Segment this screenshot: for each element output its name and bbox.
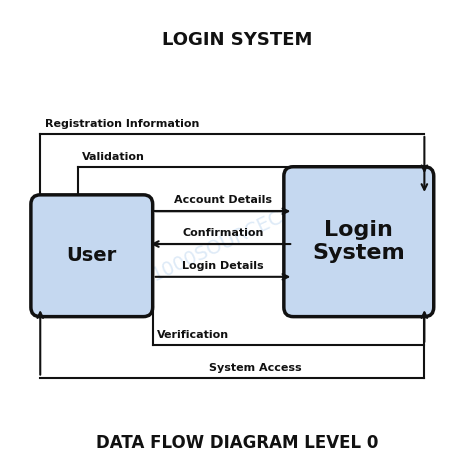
Text: Registration Information: Registration Information (45, 119, 199, 129)
Text: Login Details: Login Details (182, 261, 264, 271)
Text: System Access: System Access (210, 363, 302, 373)
Text: DATA FLOW DIAGRAM LEVEL 0: DATA FLOW DIAGRAM LEVEL 0 (96, 434, 378, 452)
Text: Account Details: Account Details (174, 195, 272, 205)
FancyBboxPatch shape (31, 195, 153, 317)
Text: Validation: Validation (82, 152, 146, 162)
Text: Login
System: Login System (312, 220, 405, 263)
Text: Confirmation: Confirmation (182, 228, 264, 238)
Text: User: User (67, 246, 117, 265)
Text: 1000SOURCECODE: 1000SOURCECODE (149, 189, 325, 285)
FancyBboxPatch shape (284, 167, 434, 317)
Text: LOGIN SYSTEM: LOGIN SYSTEM (162, 31, 312, 49)
Text: Verification: Verification (157, 330, 229, 340)
